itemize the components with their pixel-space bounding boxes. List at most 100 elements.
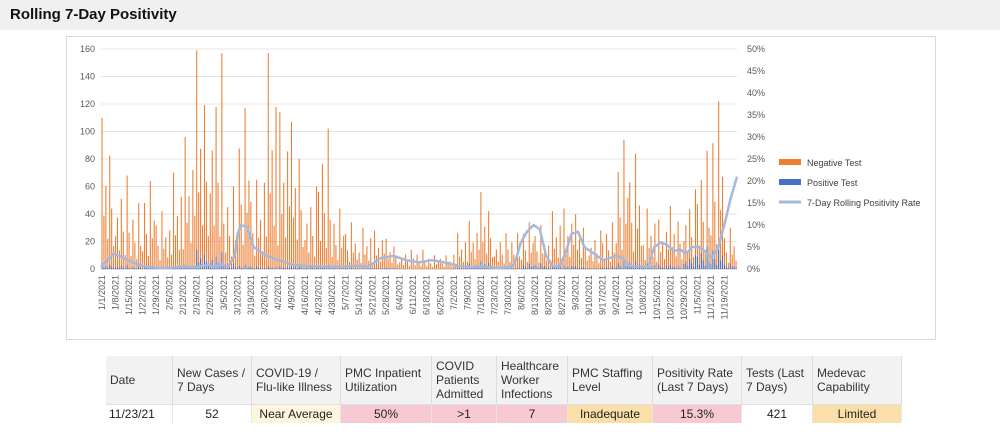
x-tick-label: 2/26/2021 bbox=[205, 275, 215, 315]
negative-test-bar bbox=[281, 214, 283, 269]
positive-test-bar bbox=[722, 255, 724, 269]
negative-test-bar bbox=[128, 232, 130, 269]
positive-test-bar bbox=[283, 267, 285, 269]
negative-test-bar bbox=[420, 266, 422, 269]
positive-test-bar bbox=[538, 268, 540, 269]
negative-test-bar bbox=[354, 243, 356, 269]
positive-test-bar bbox=[621, 267, 623, 269]
negative-test-bar bbox=[459, 256, 461, 269]
negative-test-bar bbox=[341, 247, 343, 269]
negative-test-bar bbox=[669, 205, 671, 269]
positive-test-bar bbox=[466, 268, 468, 269]
negative-test-bar bbox=[147, 255, 149, 269]
negative-test-bar bbox=[294, 188, 296, 269]
negative-test-bar bbox=[163, 248, 165, 269]
positive-test-bar bbox=[126, 264, 128, 269]
positive-test-bar bbox=[720, 260, 722, 269]
positive-test-bar bbox=[584, 267, 586, 269]
positive-test-bar bbox=[635, 260, 637, 269]
x-tick-label: 11/5/2021 bbox=[692, 275, 702, 314]
x-tick-label: 3/26/2021 bbox=[259, 275, 269, 315]
negative-test-bar bbox=[588, 255, 590, 269]
positive-test-bar bbox=[615, 267, 617, 269]
negative-test-bar bbox=[575, 214, 577, 269]
positive-test-bar bbox=[144, 266, 146, 269]
negative-test-bar bbox=[256, 179, 258, 269]
negative-test-bar bbox=[126, 175, 128, 269]
positive-test-bar bbox=[714, 259, 716, 269]
negative-test-bar bbox=[323, 212, 325, 269]
positive-test-bar bbox=[660, 267, 662, 269]
positive-test-bar bbox=[383, 268, 385, 269]
negative-test-bar bbox=[397, 264, 399, 269]
positive-test-bar bbox=[343, 268, 345, 269]
negative-test-bar bbox=[546, 260, 548, 269]
positive-test-bar bbox=[306, 267, 308, 269]
positive-test-bar bbox=[273, 268, 275, 269]
cell-date: 11/23/21 bbox=[106, 404, 173, 423]
negative-test-bar bbox=[617, 172, 619, 269]
positive-test-bar bbox=[221, 252, 223, 269]
positive-test-bar bbox=[696, 256, 698, 269]
negative-test-bar bbox=[356, 259, 358, 269]
negative-test-bar bbox=[433, 255, 436, 269]
positive-test-bar bbox=[362, 267, 364, 269]
negative-test-bar bbox=[714, 201, 716, 269]
negative-test-bar bbox=[613, 252, 615, 269]
negative-test-bar bbox=[296, 239, 298, 269]
negative-test-bar bbox=[122, 231, 124, 269]
negative-test-bar bbox=[700, 180, 702, 269]
negative-test-bar bbox=[192, 170, 194, 269]
negative-test-bar bbox=[385, 238, 387, 269]
positive-test-bar bbox=[261, 268, 263, 269]
negative-test-bar bbox=[526, 261, 528, 269]
positive-test-bar bbox=[329, 267, 331, 269]
positive-test-bar bbox=[590, 268, 592, 269]
positive-test-bar bbox=[461, 268, 463, 269]
positive-test-bar bbox=[287, 266, 289, 269]
negative-test-bar bbox=[691, 237, 693, 269]
negative-test-bar bbox=[198, 192, 200, 269]
negative-test-bar bbox=[723, 238, 726, 269]
positive-test-bar bbox=[633, 267, 635, 269]
negative-test-bar bbox=[731, 254, 733, 269]
negative-test-bar bbox=[602, 243, 604, 269]
negative-test-bar bbox=[725, 252, 727, 269]
negative-test-bar bbox=[694, 189, 697, 269]
header-positivity: Positivity Rate (Last 7 Days) bbox=[652, 356, 742, 405]
y-left-tick-label: 0 bbox=[90, 264, 95, 274]
negative-test-bar bbox=[165, 237, 167, 269]
legend-positive-swatch bbox=[779, 179, 801, 185]
negative-test-bar bbox=[308, 252, 310, 269]
x-tick-label: 5/28/2021 bbox=[381, 275, 391, 315]
positive-test-bar bbox=[729, 263, 731, 269]
positive-test-bar bbox=[681, 268, 683, 269]
positive-test-bar bbox=[474, 267, 476, 269]
negative-test-bar bbox=[648, 247, 650, 269]
positive-test-bar bbox=[113, 268, 115, 269]
negative-test-bar bbox=[604, 259, 606, 269]
x-tick-label: 4/16/2021 bbox=[300, 275, 310, 315]
negative-test-bar bbox=[430, 263, 432, 269]
positive-test-bar bbox=[115, 267, 117, 269]
positive-test-bar bbox=[532, 265, 534, 269]
positive-test-bar bbox=[658, 264, 660, 269]
positive-test-bar bbox=[290, 264, 292, 269]
negative-test-bar bbox=[290, 121, 292, 269]
negative-test-bar bbox=[681, 259, 683, 269]
metrics-table: Date New Cases / 7 Days COVID-19 / Flu-l… bbox=[106, 356, 902, 423]
positive-test-bar bbox=[130, 268, 132, 269]
positive-test-bar bbox=[604, 268, 606, 269]
negative-test-bar bbox=[319, 240, 321, 269]
negative-test-bar bbox=[138, 203, 140, 269]
negative-test-bar bbox=[379, 261, 381, 269]
positive-test-bar bbox=[577, 268, 579, 269]
positive-test-bar bbox=[223, 265, 225, 269]
header-hcw: Healthcare Worker Infections bbox=[496, 356, 568, 405]
negative-test-bar bbox=[331, 256, 333, 269]
negative-test-bar bbox=[184, 137, 186, 269]
positive-test-bar bbox=[395, 268, 397, 269]
negative-test-bar bbox=[337, 259, 339, 269]
cell-new-cases: 52 bbox=[172, 404, 252, 423]
negative-test-bar bbox=[312, 236, 314, 269]
